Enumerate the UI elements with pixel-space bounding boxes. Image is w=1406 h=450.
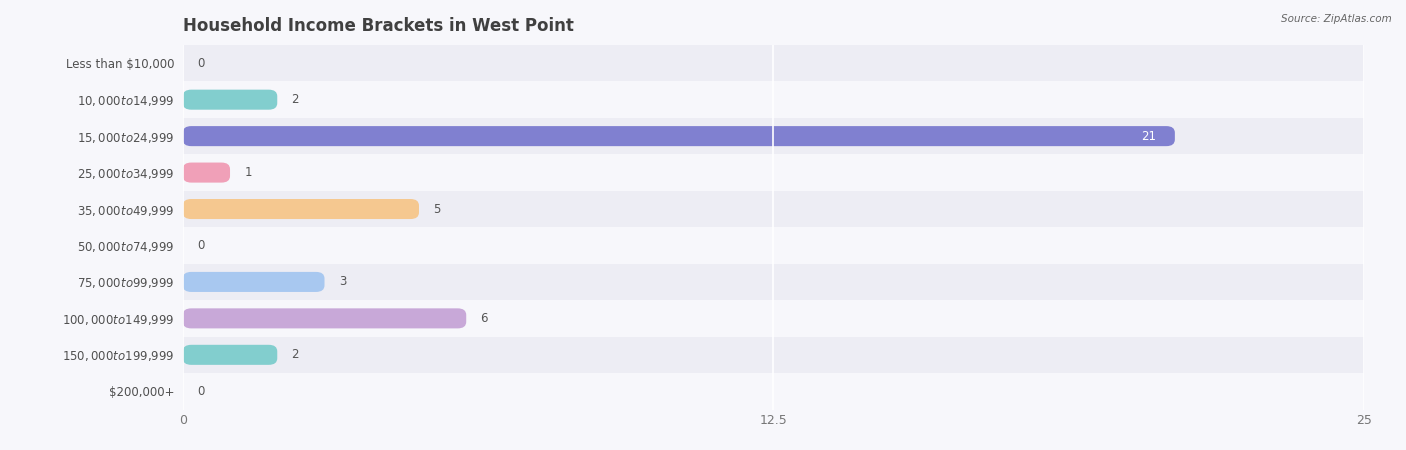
FancyBboxPatch shape	[183, 272, 325, 292]
Text: 2: 2	[291, 348, 299, 361]
Text: 0: 0	[197, 385, 204, 398]
Text: 5: 5	[433, 202, 440, 216]
FancyBboxPatch shape	[183, 345, 277, 365]
Text: 3: 3	[339, 275, 346, 288]
Bar	[183, 227, 1364, 264]
Bar	[183, 45, 1364, 81]
Bar	[183, 118, 1364, 154]
Text: 0: 0	[197, 239, 204, 252]
FancyBboxPatch shape	[183, 90, 277, 110]
Bar	[183, 191, 1364, 227]
Text: 1: 1	[245, 166, 252, 179]
Bar	[183, 264, 1364, 300]
Bar	[183, 154, 1364, 191]
Text: Source: ZipAtlas.com: Source: ZipAtlas.com	[1281, 14, 1392, 23]
Text: 6: 6	[481, 312, 488, 325]
Text: Household Income Brackets in West Point: Household Income Brackets in West Point	[183, 17, 574, 35]
Bar	[183, 373, 1364, 410]
FancyBboxPatch shape	[183, 199, 419, 219]
Text: 21: 21	[1140, 130, 1156, 143]
FancyBboxPatch shape	[183, 126, 1175, 146]
FancyBboxPatch shape	[183, 308, 467, 328]
Bar	[183, 337, 1364, 373]
Bar	[183, 300, 1364, 337]
Text: 0: 0	[197, 57, 204, 70]
Text: 2: 2	[291, 93, 299, 106]
FancyBboxPatch shape	[183, 162, 231, 183]
Bar	[183, 81, 1364, 118]
